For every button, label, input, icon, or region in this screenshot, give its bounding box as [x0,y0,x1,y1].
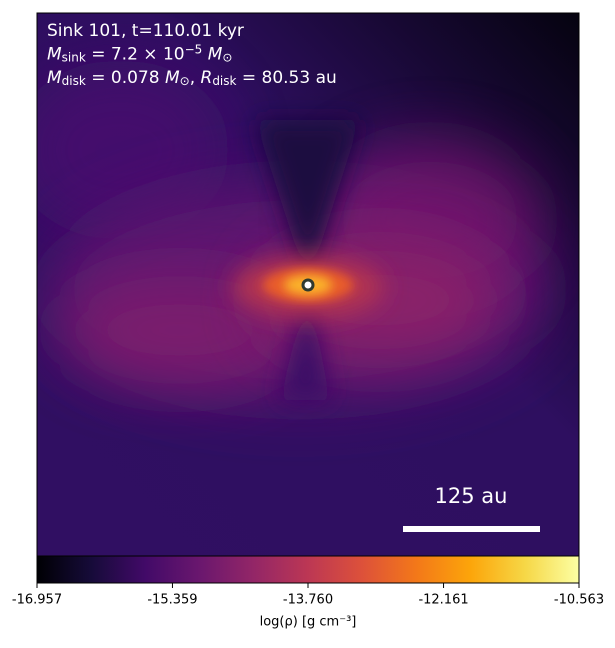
scale-bar-label: 125 au [435,484,508,508]
colorbar [36,555,580,584]
colorbar-tick-label: -13.760 [283,593,333,608]
density-map: 125 au [37,13,579,556]
colorbar-tick-label: -15.359 [147,593,197,608]
annotation: Mdisk​ = 0.078 M⊙​, Rdisk​ = 80.53 au [47,68,337,88]
annotation-part: M [165,68,180,88]
annotation-part: = 7.2 × 10 [86,45,185,65]
annotation-part: M [202,45,222,65]
colorbar-tick-label: -10.563 [554,593,604,608]
annotation-part: disk [212,74,236,88]
annotation-part: −5 [185,42,203,56]
annotation-part: ⊙ [180,74,190,88]
annotation-part: M [47,68,62,88]
annotation-part: Sink 101, t=110.01 kyr [47,21,244,41]
annotation-part: M [47,45,62,65]
colorbar-tick-label: -16.957 [12,593,62,608]
annotation-part: R [201,68,213,88]
colorbar-label: log(ρ) [g cm⁻³] [260,615,357,630]
annotation: Msink​ = 7.2 × 10−5​ M⊙​ [47,42,232,64]
annotation-part: , [190,68,201,88]
annotation: Sink 101, t=110.01 kyr [47,21,244,41]
annotation-part: ⊙ [222,50,232,64]
colorbar-tick-label: -12.161 [418,593,468,608]
annotation-part: = 80.53 au [236,68,336,88]
sink-marker [301,278,315,292]
annotation-part: = 0.078 [86,68,165,88]
annotation-part: sink [62,50,86,64]
annotation-part: disk [62,74,86,88]
